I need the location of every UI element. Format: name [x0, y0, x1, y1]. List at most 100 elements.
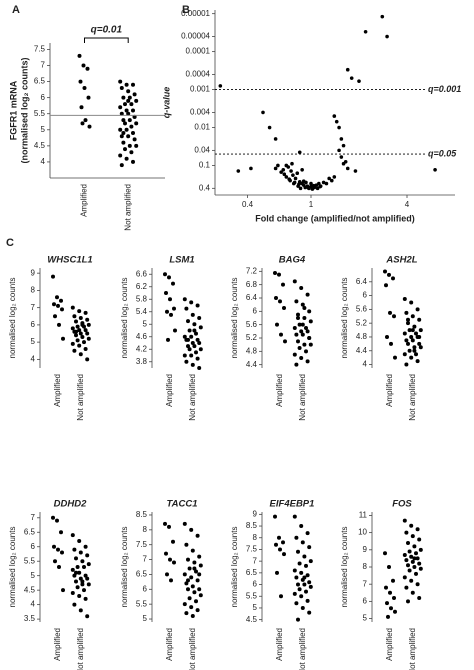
chart-title: FOS: [392, 499, 412, 510]
y-tick-label: 7.5: [34, 45, 46, 54]
data-point: [415, 307, 420, 312]
data-point: [189, 334, 194, 339]
data-point: [415, 527, 420, 532]
data-point: [332, 175, 337, 179]
data-point: [197, 316, 202, 320]
data-point: [77, 570, 82, 575]
data-point: [190, 341, 195, 345]
data-point: [85, 553, 90, 558]
data-point: [410, 328, 415, 333]
data-point: [166, 337, 170, 342]
data-point: [324, 181, 329, 186]
data-point: [198, 325, 203, 330]
data-point: [404, 362, 409, 367]
y-tick-label: 4.8: [356, 332, 368, 341]
data-point: [299, 570, 304, 575]
data-point: [357, 79, 361, 83]
data-point: [392, 595, 396, 600]
data-point: [389, 341, 393, 346]
data-point: [300, 302, 305, 307]
y-tick-label: 5.6: [356, 304, 368, 313]
data-point: [51, 515, 55, 520]
y-tick-label: 5: [31, 337, 36, 346]
data-point: [80, 582, 85, 587]
data-point: [294, 362, 299, 367]
data-point: [341, 143, 346, 148]
data-point: [85, 357, 90, 362]
data-point: [304, 349, 308, 354]
data-point: [59, 298, 63, 303]
data-point: [123, 121, 127, 126]
data-point: [327, 176, 331, 181]
y-tick-label: 6.2: [136, 282, 148, 291]
data-point: [404, 338, 409, 343]
data-point: [119, 86, 124, 90]
data-point: [77, 538, 82, 543]
data-point: [407, 328, 412, 333]
data-point: [131, 108, 135, 113]
y-axis-label: q-value: [161, 87, 171, 119]
data-point: [72, 314, 77, 319]
data-point: [187, 566, 192, 571]
threshold-label: q=0.001: [428, 84, 461, 94]
data-point: [194, 569, 198, 574]
data-point: [341, 161, 346, 166]
data-point: [70, 305, 75, 310]
data-point: [308, 584, 313, 589]
x-tick-label: Not amplified: [76, 628, 85, 670]
data-point: [273, 137, 278, 141]
data-point: [410, 590, 415, 595]
data-point: [407, 549, 412, 554]
data-point: [132, 137, 137, 142]
data-point: [305, 531, 310, 536]
y-tick-label: 4.8: [246, 346, 258, 355]
y-tick-label: 9: [31, 268, 36, 277]
data-point: [275, 570, 279, 575]
data-point: [387, 272, 391, 277]
y-tick-label: 8: [143, 525, 148, 534]
data-point: [78, 79, 83, 84]
data-point: [121, 95, 126, 100]
data-point: [284, 163, 289, 168]
y-tick-label: 6: [143, 584, 148, 593]
data-point: [129, 102, 134, 107]
y-tick-label: 6.4: [246, 293, 258, 302]
data-point: [52, 302, 56, 307]
data-point: [393, 355, 397, 360]
data-point: [337, 148, 341, 153]
y-axis-label: normalised log₂ counts: [340, 527, 349, 608]
data-point: [118, 153, 123, 158]
data-point: [383, 269, 387, 274]
y-tick-label: 5.2: [246, 333, 258, 342]
data-point: [72, 547, 77, 552]
chart-title: WHSC1L1: [47, 255, 92, 266]
data-point: [299, 286, 304, 290]
data-point: [127, 95, 132, 100]
data-point: [307, 580, 312, 585]
data-point: [85, 331, 90, 336]
data-point: [218, 84, 223, 88]
data-point: [169, 578, 173, 583]
y-tick-label: 4.2: [136, 344, 148, 353]
x-tick-label: Amplified: [385, 628, 394, 661]
x-tick-label: Amplified: [165, 374, 174, 407]
y-tick-label: 4: [31, 600, 36, 609]
data-point: [184, 611, 189, 616]
y-tick-label: 8.5: [246, 521, 258, 530]
data-point: [173, 328, 177, 333]
data-point: [417, 341, 422, 346]
data-point: [195, 337, 200, 342]
data-point: [190, 584, 195, 589]
y-tick-label: 0.4: [199, 183, 211, 192]
data-point: [186, 337, 190, 342]
data-point: [388, 590, 392, 595]
y-tick-label: 5.5: [136, 599, 148, 608]
data-point: [290, 161, 294, 166]
data-point: [305, 329, 310, 334]
y-tick-label: 5: [143, 319, 148, 328]
y-axis-label: normalised log₂ counts: [120, 527, 129, 608]
data-point: [307, 545, 312, 550]
y-tick-label: 10: [358, 528, 367, 537]
y-tick-label: 0.00001: [181, 9, 210, 18]
data-point: [306, 185, 310, 190]
